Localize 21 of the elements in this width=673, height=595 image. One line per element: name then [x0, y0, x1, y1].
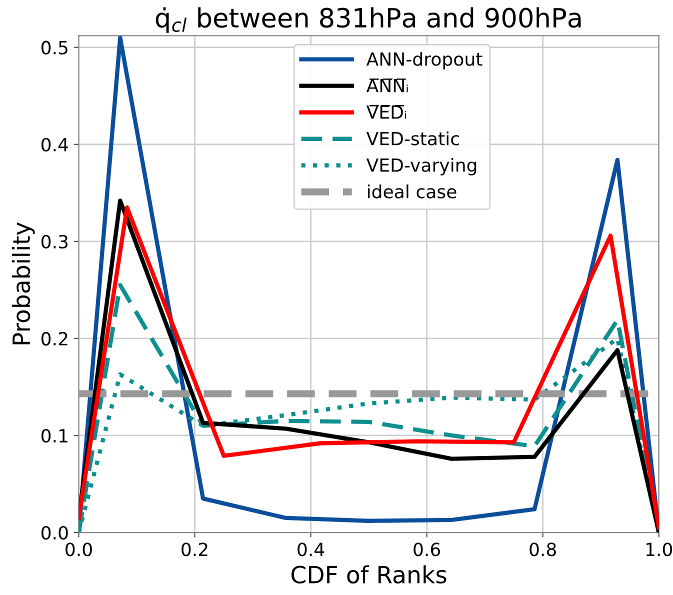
y-tick-label: 0.1 [41, 428, 68, 443]
y-tick-label: 0.0 [41, 526, 68, 540]
x-tick-label: 0.4 [298, 542, 324, 556]
y-tick-label: 0.5 [41, 40, 68, 54]
x-axis-title: CDF of Ranks [291, 565, 446, 584]
x-tick-label: 0.2 [182, 542, 208, 556]
legend-label: ANN-dropout [366, 52, 482, 70]
y-tick-label: 0.4 [41, 138, 68, 152]
legend-label: VED-static [366, 131, 459, 146]
y-tick-label: 0.2 [41, 332, 68, 346]
legend-label: VED-varying [366, 158, 476, 176]
x-tick-label: 0.6 [414, 542, 440, 556]
legend-label: V̅E̅D̅ᵢ [366, 105, 406, 119]
legend-label: ideal case [368, 184, 456, 198]
x-tick-label: 0.8 [530, 542, 556, 556]
legend-label: A̅N̅N̅ᵢ [366, 78, 408, 92]
y-tick-label: 0.3 [41, 234, 68, 249]
x-tick-label: 0.0 [66, 542, 92, 556]
chart-title: q̇$_{cl}$ between 831hPa and 900hPa [156, 7, 581, 33]
x-tick-label: 1.0 [646, 542, 672, 556]
y-axis-title: Probability [12, 222, 35, 344]
